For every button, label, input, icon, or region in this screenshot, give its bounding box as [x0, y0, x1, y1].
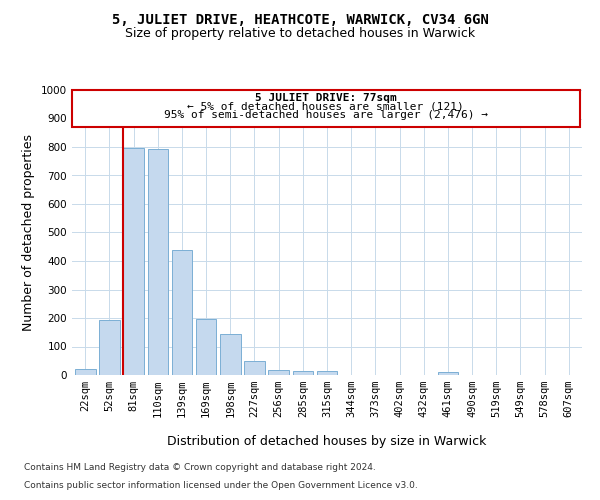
Bar [293, 371, 313, 375]
Bar [244, 361, 265, 375]
Text: 5, JULIET DRIVE, HEATHCOTE, WARWICK, CV34 6GN: 5, JULIET DRIVE, HEATHCOTE, WARWICK, CV3… [112, 12, 488, 26]
Bar [148, 149, 168, 375]
Y-axis label: Number of detached properties: Number of detached properties [22, 134, 35, 331]
Bar [317, 372, 337, 375]
FancyBboxPatch shape [72, 90, 580, 127]
Bar [437, 372, 458, 375]
Bar [172, 250, 192, 375]
Text: 5 JULIET DRIVE: 77sqm: 5 JULIET DRIVE: 77sqm [255, 93, 397, 103]
Text: 95% of semi-detached houses are larger (2,476) →: 95% of semi-detached houses are larger (… [164, 110, 488, 120]
Text: Contains HM Land Registry data © Crown copyright and database right 2024.: Contains HM Land Registry data © Crown c… [24, 464, 376, 472]
Bar [196, 319, 217, 375]
Text: Distribution of detached houses by size in Warwick: Distribution of detached houses by size … [167, 435, 487, 448]
Bar [124, 148, 144, 375]
Text: ← 5% of detached houses are smaller (121): ← 5% of detached houses are smaller (121… [187, 102, 464, 112]
Bar [268, 370, 289, 375]
Bar [99, 320, 120, 375]
Bar [220, 334, 241, 375]
Bar [75, 370, 95, 375]
Text: Size of property relative to detached houses in Warwick: Size of property relative to detached ho… [125, 28, 475, 40]
Text: Contains public sector information licensed under the Open Government Licence v3: Contains public sector information licen… [24, 481, 418, 490]
